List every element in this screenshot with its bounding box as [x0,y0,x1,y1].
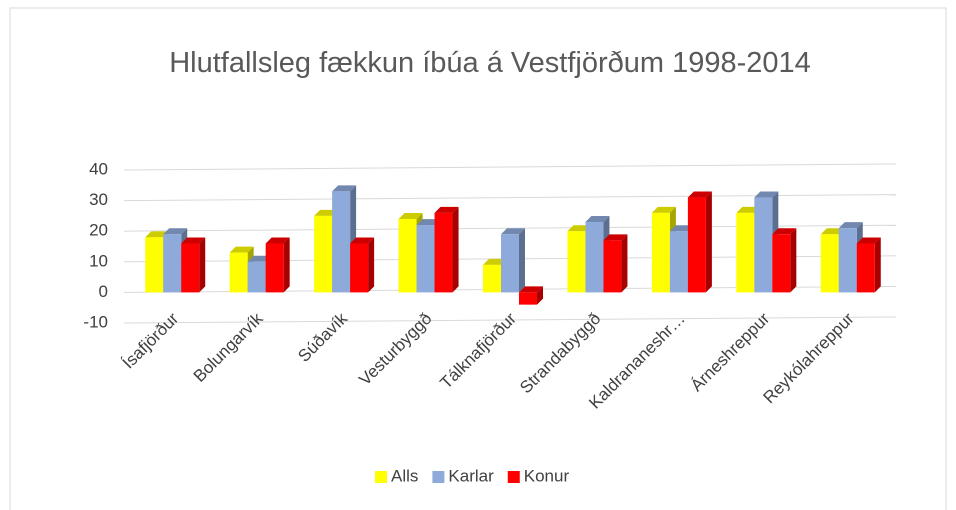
bar-side [537,286,543,305]
bar-top [434,206,459,213]
bar [434,212,453,293]
bar-top [398,212,423,219]
bar-top [229,246,254,253]
bar [856,243,875,293]
bar-top [772,228,797,235]
y-tick-label: 10 [89,251,108,270]
y-tick-label: 0 [99,282,108,301]
bar [603,240,622,293]
bar-top [687,191,712,198]
bar-top [163,228,188,235]
grid-line [123,194,897,202]
legend-label: Karlar [448,466,494,485]
bar-top [838,222,863,229]
bar [314,215,333,293]
bar-side [621,234,628,293]
bar-side [874,237,881,293]
y-tick-label: 40 [89,159,108,178]
bar-top [332,185,357,192]
grid-line [123,163,897,171]
chart-border [9,7,947,510]
bar [416,225,435,293]
x-tick-label: Ísafjörður [119,309,183,373]
legend-swatch [432,471,445,483]
bar-side [452,206,459,293]
bar [772,234,791,293]
bar [229,252,248,293]
bar [350,243,369,293]
bar [567,231,586,293]
bar [820,234,839,293]
bar-top [519,286,543,293]
bar-side [790,228,797,293]
bar-side [283,237,290,293]
bar [247,261,266,293]
x-tick-label: Reykólahreppur [759,309,858,408]
x-tick-label: Strandabyggð [516,309,604,397]
bar [669,231,688,293]
bar-side [519,228,525,293]
bar [483,264,501,293]
legend-label: Konur [524,466,570,485]
legend-swatch [375,471,387,483]
x-tick-label: Árneshreppur [687,309,774,396]
bar [398,218,417,293]
bar-side [368,237,375,293]
bar [145,237,164,293]
bar [265,243,284,293]
x-tick-label: Súðavík [294,309,351,366]
x-tick-label: Bolungarvík [190,309,267,386]
bar-top [350,237,375,244]
legend-label: Alls [391,466,418,485]
y-tick-label: -10 [83,312,108,331]
bar [585,222,604,293]
bar-top [181,237,206,244]
bar [736,212,755,293]
grid-line [123,316,897,324]
chart-title: Hlutfallsleg fækkun íbúa á Vestfjörðum 1… [169,47,811,79]
y-tick-label: 20 [89,221,108,240]
bar [651,212,670,293]
bar-side [705,191,712,293]
bar [754,197,773,293]
bar-top [603,234,628,241]
bar [519,292,537,305]
bar-top [651,206,676,213]
bar-top [754,191,779,198]
y-tick-label: 30 [89,190,108,209]
legend-swatch [507,471,520,483]
bar-side [199,237,206,293]
x-tick-label: Tálknafjörður [436,309,520,393]
bar-top [265,237,290,244]
bar [838,228,857,293]
bar [687,197,706,293]
bar [181,243,200,293]
bar [163,234,182,293]
bar [332,191,351,293]
bar-top [585,216,610,223]
bar [501,234,519,293]
bar-top [501,228,525,235]
bar-top [856,237,881,244]
